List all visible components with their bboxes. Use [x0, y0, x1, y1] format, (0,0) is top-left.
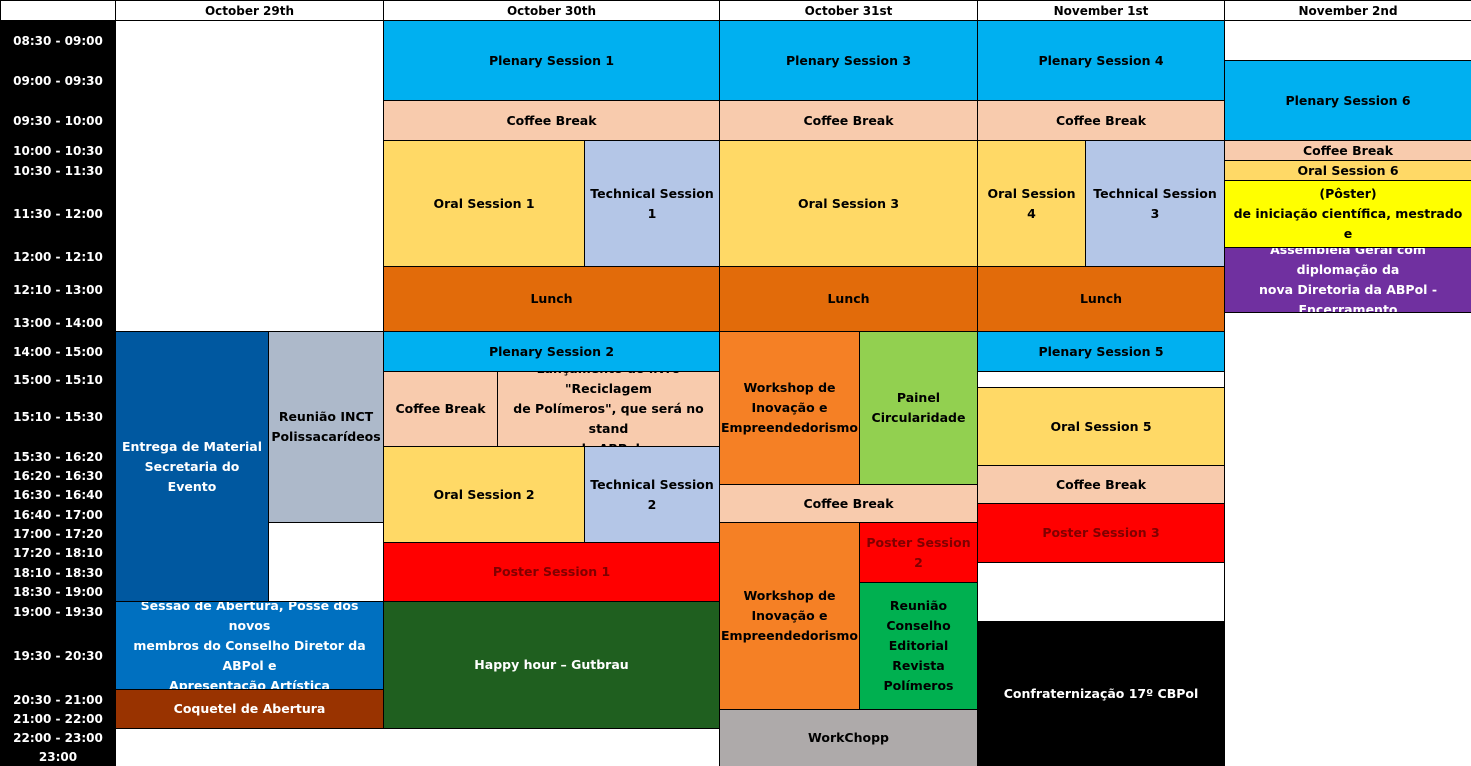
event-confraterniza-o-17-cbpol[interactable]: Confraternização 17º CBPol: [978, 622, 1224, 766]
event-technical-session-1[interactable]: Technical Session 1: [585, 141, 719, 266]
event-coffee-break[interactable]: Coffee Break: [978, 466, 1224, 503]
corner-cell: [1, 1, 115, 20]
event-poster-session-2[interactable]: Poster Session 2: [860, 523, 977, 582]
time-slot-label: 15:10 - 15:30: [1, 388, 115, 446]
day-header: November 2nd: [1225, 1, 1471, 20]
event-plenary-session-5[interactable]: Plenary Session 5: [978, 332, 1224, 371]
event-lunch[interactable]: Lunch: [720, 267, 977, 331]
time-slot-label: 14:00 - 15:00: [1, 332, 115, 371]
time-slot-label: 10:30 - 11:30: [1, 161, 115, 180]
event-technical-session-2[interactable]: Technical Session 2: [585, 447, 719, 542]
time-slot-label: 18:10 - 18:30: [1, 563, 115, 582]
time-slot-label: 16:30 - 16:40: [1, 486, 115, 504]
event-coffee-break[interactable]: Coffee Break: [720, 101, 977, 140]
time-slot-label: 17:20 - 18:10: [1, 543, 115, 562]
event-workshop-de[interactable]: Workshop de Inovação e Empreendedorismo: [720, 523, 859, 709]
time-slot-label: 21:00 - 22:00: [1, 710, 115, 728]
event-happy-hour-gutbrau[interactable]: Happy hour – Gutbrau: [384, 602, 719, 728]
time-slot-label: 12:10 - 13:00: [1, 266, 115, 313]
event-oral-session-6[interactable]: Oral Session 6: [1225, 161, 1471, 180]
day-header: October 30th: [384, 1, 719, 20]
event-reuni-o-inct[interactable]: Reunião INCT Polissacarídeos: [269, 332, 383, 522]
empty-slot: [1225, 21, 1471, 60]
empty-slot: [978, 563, 1224, 621]
event-poster-session-1[interactable]: Poster Session 1: [384, 543, 719, 601]
event-oral-session-3[interactable]: Oral Session 3: [720, 141, 977, 266]
event-poster-session-3[interactable]: Poster Session 3: [978, 504, 1224, 562]
event-workshop-de[interactable]: Workshop de Inovação e Empreendedorismo: [720, 332, 859, 484]
time-slot-label: 19:30 - 20:30: [1, 622, 115, 689]
event-plenary-session-1[interactable]: Plenary Session 1: [384, 21, 719, 100]
time-slot-label: 16:20 - 16:30: [1, 467, 115, 485]
day-header: November 1st: [978, 1, 1224, 20]
event-plenary-session-3[interactable]: Plenary Session 3: [720, 21, 977, 100]
time-slot-label: 10:00 - 10:30: [1, 141, 115, 160]
event-coffee-break[interactable]: Coffee Break: [1225, 141, 1471, 160]
time-slot-label: 12:00 - 12:10: [1, 248, 115, 265]
time-slot-label: 23:00: [1, 748, 115, 766]
event-technical-session-3[interactable]: Technical Session 3: [1086, 141, 1224, 266]
event-coquetel-de-abertura[interactable]: Coquetel de Abertura: [116, 690, 383, 728]
empty-slot: [978, 372, 1224, 387]
event-reuni-o-conselho[interactable]: Reunião Conselho Editorial Revista Polímer…: [860, 583, 977, 709]
event-lunch[interactable]: Lunch: [384, 267, 719, 331]
event-oral-session-5[interactable]: Oral Session 5: [978, 388, 1224, 465]
event-assembleia-geral-com-diploma-o-da[interactable]: Assembleia Geral com diplomação da nova D…: [1225, 248, 1471, 312]
event-oral-session-1[interactable]: Oral Session 1: [384, 141, 584, 266]
event-painel[interactable]: Painel Circularidade: [860, 332, 977, 484]
time-slot-label: 08:30 - 09:00: [1, 21, 115, 60]
time-slot-label: 13:00 - 14:00: [1, 314, 115, 331]
empty-slot: [116, 729, 719, 766]
event-sess-o-de-abertura-posse-dos-novos[interactable]: Sessão de Abertura, Posse dos novos membr…: [116, 602, 383, 689]
event-coffee-break[interactable]: Coffee Break: [720, 485, 977, 522]
time-slot-label: 09:00 - 09:30: [1, 61, 115, 100]
time-slot-label: 18:30 - 19:00: [1, 583, 115, 601]
event-entrega-de-material[interactable]: Entrega de Material Secretaria do Evento: [116, 332, 268, 601]
event-oral-session-4[interactable]: Oral Session 4: [978, 141, 1085, 266]
day-header: October 31st: [720, 1, 977, 20]
time-slot-label: 17:00 - 17:20: [1, 525, 115, 542]
event-plenary-session-6[interactable]: Plenary Session 6: [1225, 61, 1471, 140]
event-premia-o-melhor-trabalhos-p-ster[interactable]: Premiação melhor trabalhos (Pôster)de in…: [1225, 181, 1471, 247]
time-slot-label: 19:00 - 19:30: [1, 602, 115, 621]
event-coffee-break[interactable]: Coffee Break: [384, 101, 719, 140]
event-coffee-break[interactable]: Coffee Break: [384, 372, 497, 446]
time-slot-label: 15:30 - 16:20: [1, 447, 115, 466]
event-lunch[interactable]: Lunch: [978, 267, 1224, 331]
event-workchopp[interactable]: WorkChopp: [720, 710, 977, 766]
event-coffee-break[interactable]: Coffee Break: [978, 101, 1224, 140]
day-header: October 29th: [116, 1, 383, 20]
empty-slot: [269, 523, 383, 601]
time-slot-label: 16:40 - 17:00: [1, 505, 115, 524]
time-slot-label: 22:00 - 23:00: [1, 729, 115, 747]
event-oral-session-2[interactable]: Oral Session 2: [384, 447, 584, 542]
time-slot-label: 11:30 - 12:00: [1, 181, 115, 247]
empty-slot: [116, 21, 383, 331]
time-slot-label: 15:00 - 15:10: [1, 372, 115, 387]
event-plenary-session-2[interactable]: Plenary Session 2: [384, 332, 719, 371]
empty-slot: [1225, 313, 1471, 766]
time-slot-label: 09:30 - 10:00: [1, 101, 115, 140]
event-plenary-session-4[interactable]: Plenary Session 4: [978, 21, 1224, 100]
time-slot-label: 20:30 - 21:00: [1, 690, 115, 709]
